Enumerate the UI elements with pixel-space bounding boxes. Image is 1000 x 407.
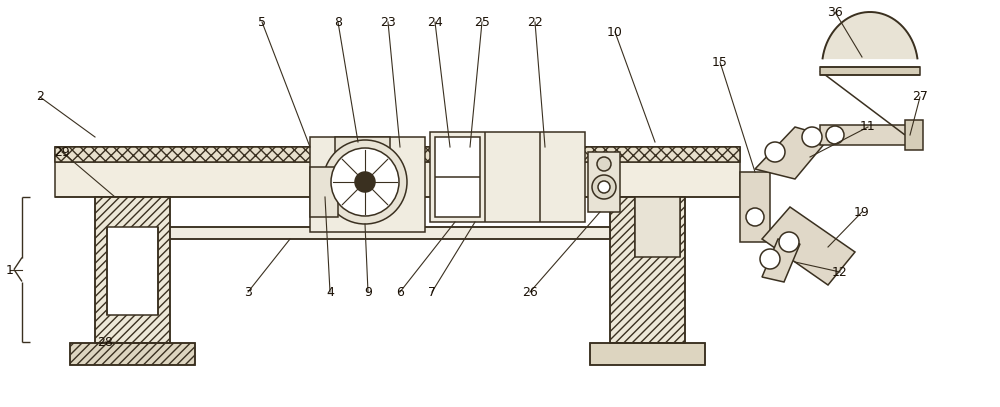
Text: 11: 11 — [860, 120, 876, 133]
Polygon shape — [762, 207, 855, 285]
Bar — [70, 343, 195, 365]
Text: 24: 24 — [427, 15, 443, 28]
Bar — [70, 343, 195, 365]
Text: 19: 19 — [854, 206, 870, 219]
Bar — [610, 197, 685, 343]
Circle shape — [760, 249, 780, 269]
Bar — [170, 227, 610, 239]
Bar — [310, 137, 425, 232]
Bar — [590, 343, 705, 365]
Bar — [588, 152, 620, 212]
Text: 6: 6 — [396, 285, 404, 298]
Bar — [95, 197, 170, 343]
Text: 2: 2 — [36, 90, 44, 103]
Circle shape — [765, 142, 785, 162]
Bar — [335, 137, 390, 197]
Text: 10: 10 — [607, 26, 623, 39]
Text: 3: 3 — [244, 285, 252, 298]
Polygon shape — [762, 239, 800, 282]
Text: 5: 5 — [258, 15, 266, 28]
Text: 9: 9 — [364, 285, 372, 298]
Bar — [740, 172, 770, 242]
Circle shape — [592, 175, 616, 199]
Circle shape — [597, 157, 611, 171]
Text: 36: 36 — [827, 6, 843, 18]
Bar — [820, 125, 920, 145]
Bar — [905, 120, 923, 150]
Bar — [95, 197, 170, 343]
Bar — [107, 227, 158, 315]
Text: 27: 27 — [912, 90, 928, 103]
Circle shape — [323, 140, 407, 224]
Bar — [55, 147, 740, 197]
Bar — [338, 177, 387, 195]
Polygon shape — [755, 127, 830, 179]
Bar — [430, 132, 585, 222]
Text: 7: 7 — [428, 285, 436, 298]
Circle shape — [802, 127, 822, 147]
Text: 8: 8 — [334, 15, 342, 28]
Bar — [635, 197, 680, 257]
Text: 1: 1 — [6, 263, 14, 276]
Bar — [820, 67, 920, 75]
Bar — [610, 197, 685, 343]
Bar — [310, 167, 338, 217]
Text: 22: 22 — [527, 15, 543, 28]
Circle shape — [779, 232, 799, 252]
Text: 4: 4 — [326, 285, 334, 298]
Bar — [435, 137, 480, 217]
Circle shape — [746, 208, 764, 226]
Polygon shape — [823, 12, 917, 58]
Circle shape — [826, 126, 844, 144]
Bar — [590, 343, 705, 365]
Circle shape — [355, 172, 375, 192]
Text: 26: 26 — [522, 285, 538, 298]
Text: 15: 15 — [712, 55, 728, 68]
Circle shape — [598, 181, 610, 193]
Text: 25: 25 — [474, 15, 490, 28]
Text: 12: 12 — [832, 265, 848, 278]
Text: 29: 29 — [54, 145, 70, 158]
Text: 28: 28 — [97, 335, 113, 348]
Circle shape — [331, 148, 399, 216]
Bar — [55, 147, 740, 162]
Text: 23: 23 — [380, 15, 396, 28]
